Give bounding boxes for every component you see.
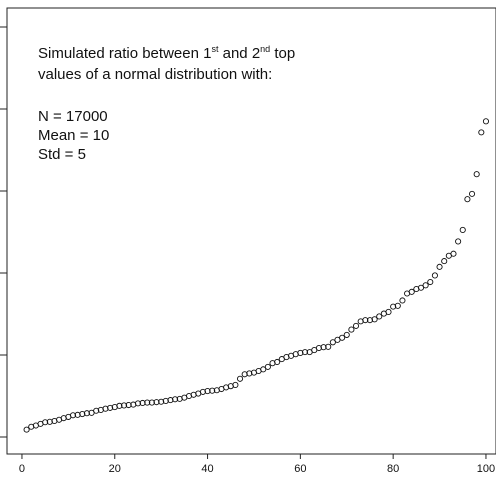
data-point (366, 317, 374, 324)
data-point (339, 334, 346, 341)
data-point (385, 308, 392, 316)
data-point (204, 388, 211, 395)
data-point (301, 349, 309, 356)
data-point (260, 366, 267, 373)
data-point (125, 401, 132, 409)
data-point (199, 388, 206, 395)
data-point (74, 411, 81, 418)
data-point (139, 399, 146, 407)
data-point (422, 282, 429, 289)
annotation-line-5: Std = 5 (38, 146, 86, 163)
annotation-sup-st: st (211, 44, 219, 54)
data-point (459, 226, 466, 233)
data-point (102, 405, 109, 412)
data-point (144, 399, 151, 406)
data-point (473, 171, 480, 178)
data-point (167, 397, 174, 404)
data-point (42, 419, 49, 426)
data-point (441, 258, 448, 265)
data-point (83, 410, 90, 417)
annotation-line-1-part-a: Simulated ratio between 1 (38, 45, 211, 62)
data-point (450, 250, 457, 257)
data-point (352, 322, 360, 329)
data-point (325, 343, 332, 350)
data-point (120, 402, 128, 409)
x-tick-label: 40 (201, 463, 213, 475)
data-point (297, 349, 304, 357)
annotation-line-1-part-b: and 2 (218, 45, 260, 62)
annotation-line-3: N = 17000 (38, 108, 108, 125)
x-tick-label: 0 (19, 463, 25, 475)
data-point (482, 118, 490, 125)
annotation-line-2: values of a normal distribution with: (38, 66, 272, 83)
data-point (417, 284, 425, 291)
data-point (436, 263, 443, 270)
data-point (241, 371, 248, 378)
data-point (107, 404, 114, 411)
x-tick-label: 100 (477, 463, 495, 475)
data-point (371, 316, 378, 323)
data-point (236, 375, 244, 382)
data-point (320, 344, 327, 351)
annotation-line-1: Simulated ratio between 1st and 2nd top (38, 44, 295, 62)
x-axis: 0 20 40 60 80 100 (19, 454, 495, 475)
annotation-sup-nd: nd (260, 44, 270, 54)
data-point (232, 381, 239, 388)
data-point (431, 272, 438, 279)
annotation-block: Simulated ratio between 1st and 2nd top … (38, 44, 295, 163)
data-point (399, 297, 406, 304)
data-point (153, 399, 160, 406)
data-point (362, 317, 369, 324)
data-point (158, 398, 165, 405)
y-axis (0, 26, 7, 438)
data-point (394, 302, 401, 309)
data-point (376, 313, 383, 320)
data-point (274, 358, 281, 366)
data-point (455, 238, 462, 245)
data-point (468, 190, 476, 197)
data-point (23, 426, 30, 433)
data-point (390, 303, 397, 310)
data-point (478, 129, 485, 136)
data-point (343, 331, 350, 338)
data-point (315, 344, 322, 352)
data-point (408, 288, 415, 295)
data-point (264, 363, 271, 370)
data-point (427, 278, 434, 286)
data-point (464, 196, 471, 203)
data-point (209, 387, 216, 394)
annotation-line-1-part-c: top (270, 45, 295, 62)
data-point (46, 418, 53, 425)
data-point (162, 397, 169, 404)
annotation-line-4: Mean = 10 (38, 127, 109, 144)
data-point (79, 410, 86, 418)
data-point (172, 396, 179, 403)
data-point (134, 400, 142, 407)
plot-frame (6, 7, 496, 455)
data-point (329, 339, 336, 346)
x-tick-label: 80 (387, 463, 399, 475)
data-point (69, 412, 77, 419)
data-point (93, 407, 100, 414)
x-tick-label: 20 (109, 463, 121, 475)
data-points (23, 118, 490, 433)
data-point (246, 370, 253, 377)
x-tick-label: 60 (294, 463, 306, 475)
data-point (148, 399, 155, 406)
data-point (116, 402, 123, 409)
data-point (348, 326, 355, 333)
